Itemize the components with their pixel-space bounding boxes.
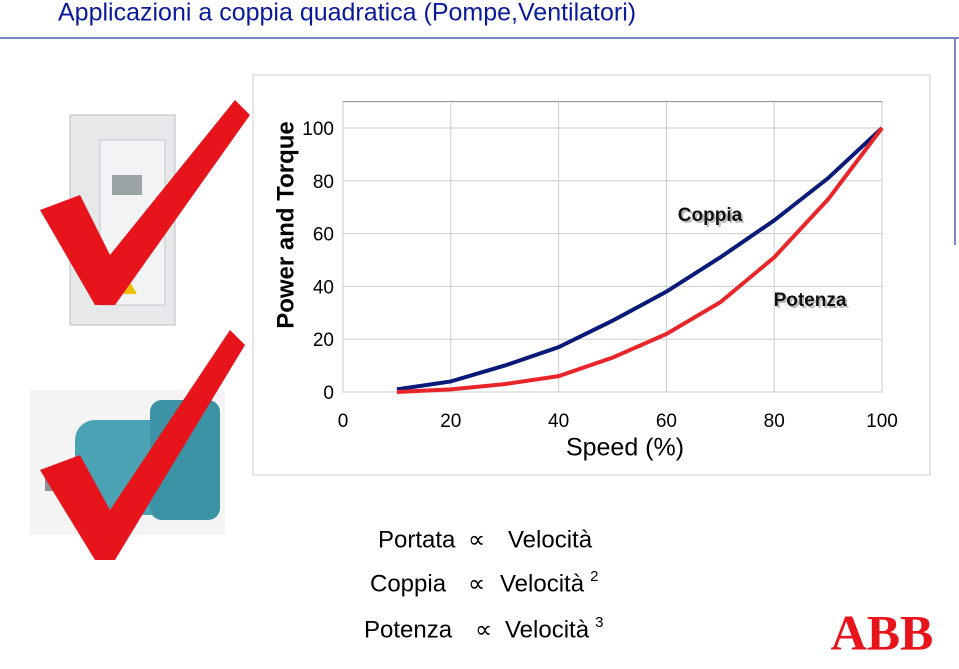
plot-area	[342, 101, 883, 393]
y-tick-label: 80	[313, 172, 334, 193]
relation-exponent: 2	[590, 568, 598, 585]
y-tick-label: 0	[323, 383, 334, 404]
relation-right: Velocità	[508, 526, 593, 553]
check-mark	[40, 100, 250, 305]
x-tick-label: 0	[338, 411, 349, 432]
slide-title: Applicazioni a coppia quadratica (Pompe,…	[58, 0, 636, 27]
relation-left: Portata	[378, 526, 456, 553]
y-tick-label: 60	[313, 225, 334, 246]
series-label: Potenza	[774, 290, 847, 311]
relation-symbol: ∝	[468, 526, 485, 553]
series-label-shadow: Coppia	[680, 207, 745, 228]
x-tick-label: 20	[440, 411, 461, 432]
y-tick-label: 40	[313, 277, 334, 298]
relation-exponent: 3	[595, 614, 603, 631]
logo: ABB	[831, 604, 934, 660]
y-tick-label: 20	[313, 330, 334, 351]
relation-left: Potenza	[364, 616, 453, 643]
chart-frame	[252, 74, 931, 476]
series-line	[396, 126, 884, 392]
relation-right: Velocità	[505, 616, 590, 643]
x-tick-label: 80	[764, 411, 785, 432]
series-label: Coppia	[678, 205, 743, 226]
x-tick-label: 40	[548, 411, 569, 432]
x-axis-label: Speed (%)	[566, 434, 684, 462]
relation-left: Coppia	[370, 570, 447, 597]
check-mark	[40, 330, 245, 560]
x-tick-label: 100	[866, 411, 898, 432]
relation-symbol: ∝	[475, 616, 492, 643]
series-label-shadow: Potenza	[776, 292, 849, 313]
y-axis-label: Power and Torque	[272, 121, 299, 329]
relation-right: Velocità	[500, 570, 585, 597]
series-line	[396, 126, 884, 394]
x-tick-label: 60	[656, 411, 677, 432]
relation-symbol: ∝	[468, 570, 485, 597]
y-tick-label: 100	[302, 119, 334, 140]
